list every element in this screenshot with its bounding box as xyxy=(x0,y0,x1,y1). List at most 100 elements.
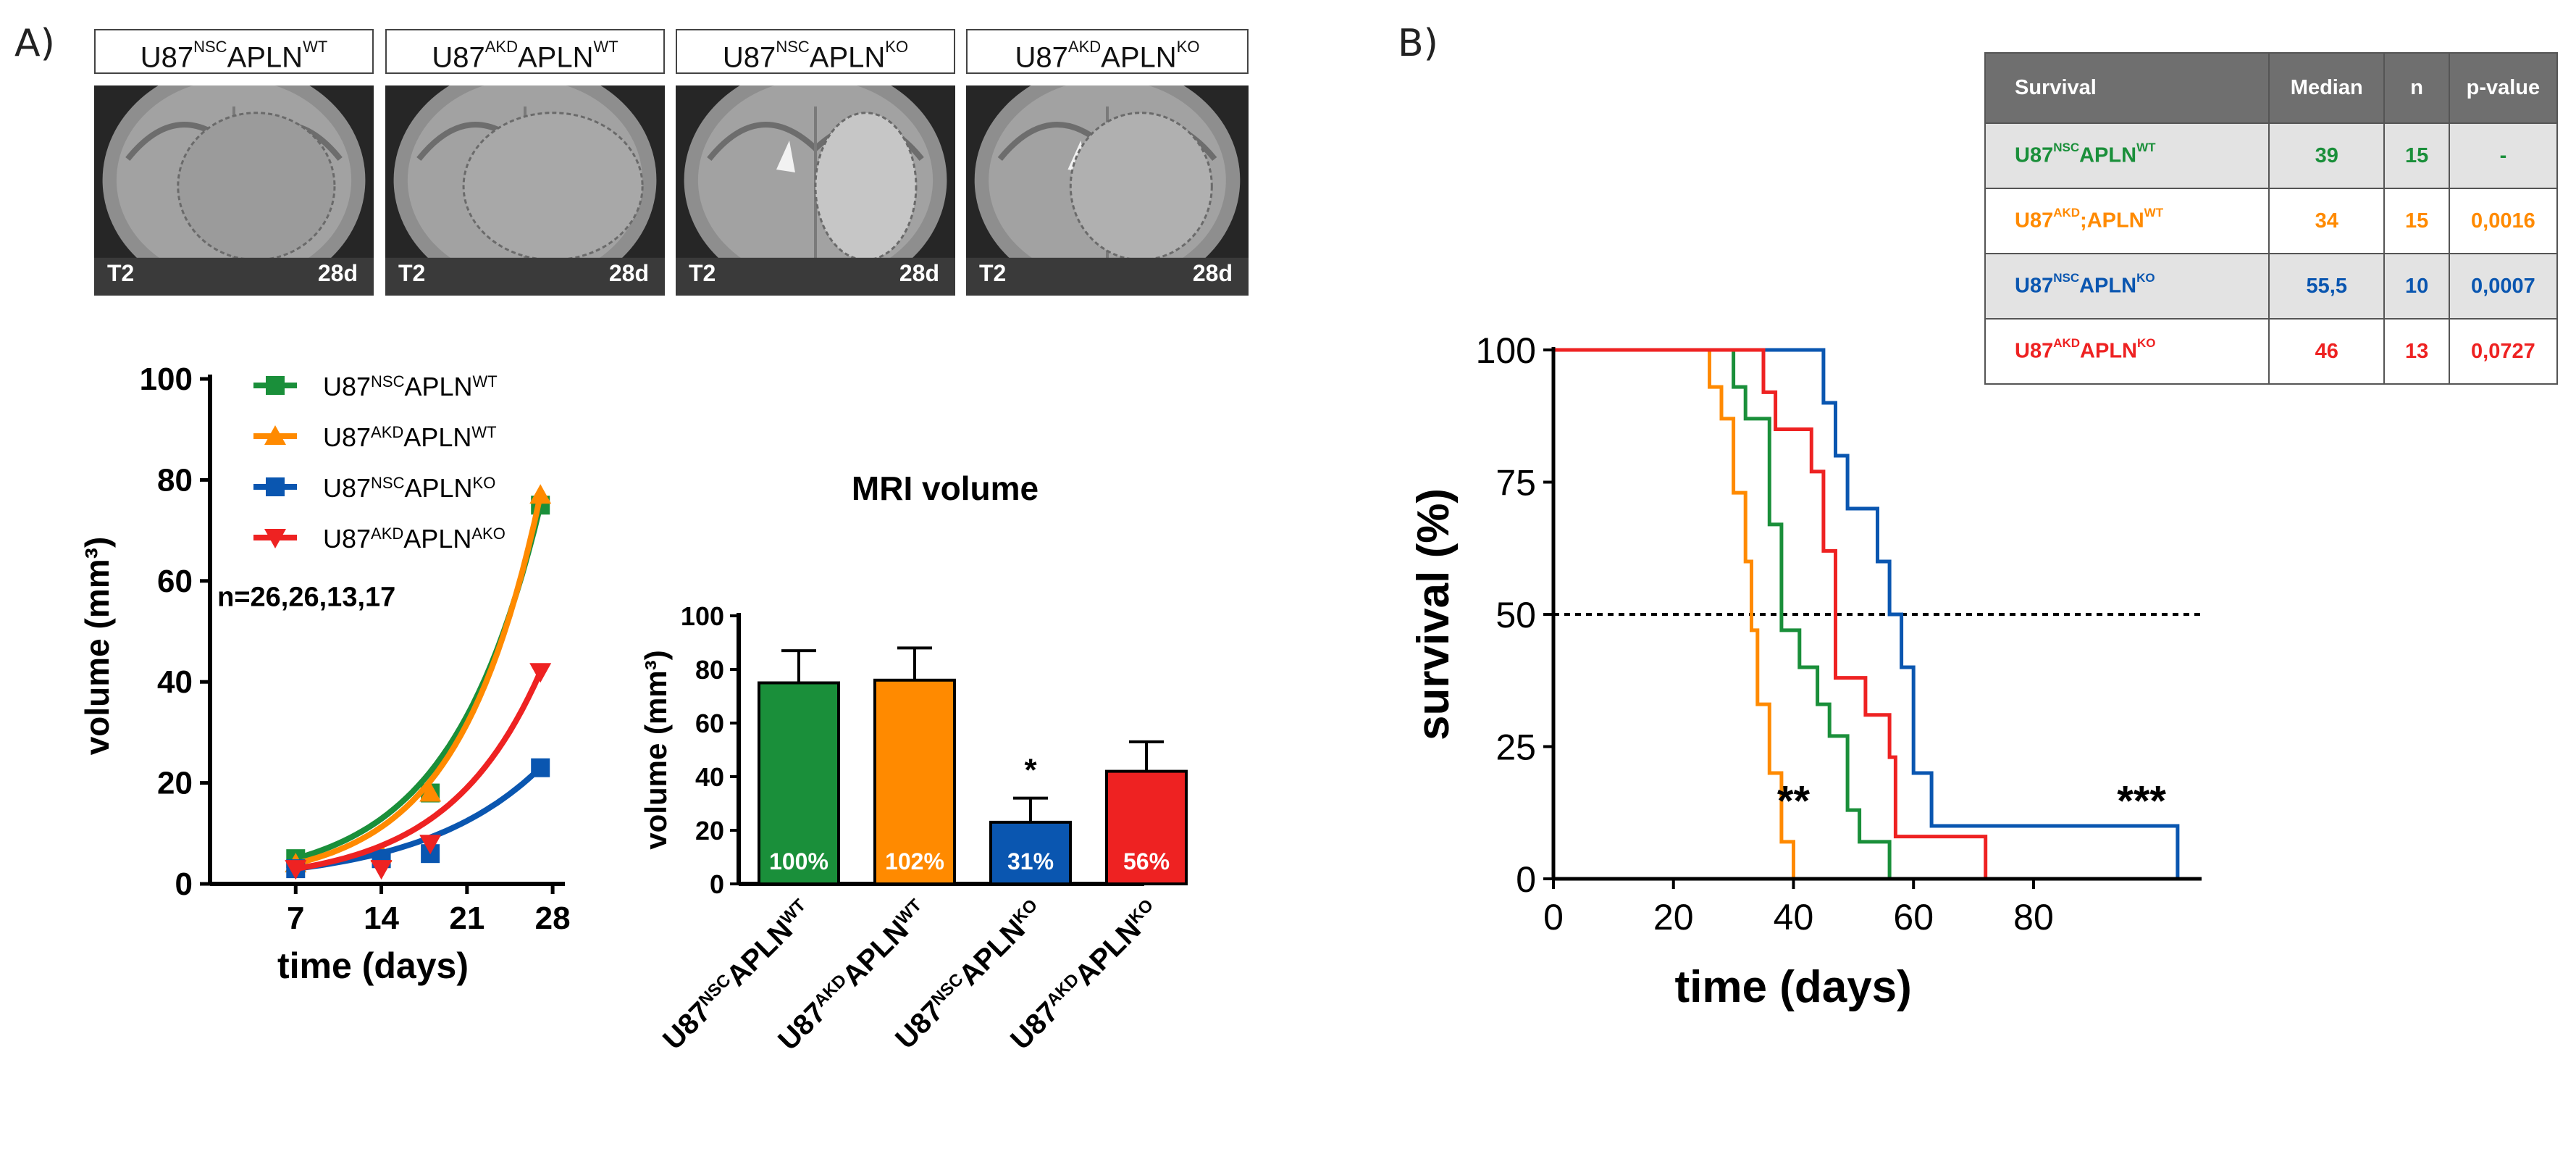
x-axis-label: time (days) xyxy=(1674,962,1911,1012)
sample-size-annotation: n=26,26,13,17 xyxy=(217,582,395,613)
mri-day-label: 28d xyxy=(1192,260,1233,286)
survival-p-value: - xyxy=(2448,122,2559,189)
y-tick-label: 60 xyxy=(695,709,724,738)
x-tick-label: 0 xyxy=(1543,897,1564,938)
significance-annotation: *** xyxy=(2117,777,2166,824)
data-point xyxy=(529,484,552,504)
survival-curve-3 xyxy=(1553,348,2180,879)
y-tick-label: 100 xyxy=(140,362,193,397)
panel-b-letter: B) xyxy=(1398,22,1438,65)
survival-n: 10 xyxy=(2383,253,2450,320)
mri-label-4: U87AKDAPLNKO xyxy=(966,29,1249,74)
y-tick-label: 40 xyxy=(695,762,724,792)
survival-n: 13 xyxy=(2383,318,2450,385)
y-tick-label: 0 xyxy=(175,867,193,902)
legend-label: U87AKDAPLNWT xyxy=(323,422,497,452)
legend-marker xyxy=(266,477,285,496)
survival-table: Survival Median n p-value U87NSCAPLNWT 39… xyxy=(1984,52,2559,385)
survival-curve-1 xyxy=(1553,348,1892,879)
y-tick-label: 100 xyxy=(681,601,724,631)
bar-1 xyxy=(758,681,840,885)
tumor-region xyxy=(814,112,918,262)
survival-n: 15 xyxy=(2383,122,2450,189)
mri-label-2: U87AKDAPLNWT xyxy=(385,29,665,74)
survival-p-value: 0,0007 xyxy=(2448,253,2559,320)
survival-table-header: Survival Median n p-value xyxy=(1984,52,2559,124)
survival-p-value: 0,0727 xyxy=(2448,318,2559,385)
data-point xyxy=(419,835,442,855)
x-tick-label: 28 xyxy=(535,901,571,936)
bar-chart-title: MRI volume xyxy=(852,469,1039,507)
y-tick-label: 50 xyxy=(1495,595,1536,635)
legend-label: U87AKDAPLNAKO xyxy=(323,524,505,554)
y-tick-label: 25 xyxy=(1495,727,1536,768)
y-tick-label: 20 xyxy=(695,816,724,845)
mri-scan-image-3: T2 28d xyxy=(676,85,955,296)
mri-day-label: 28d xyxy=(899,260,939,286)
growth-curve-chart: 0 20 40 60 80 100 7 14 21 28 time (days) volume (mm… xyxy=(78,362,571,986)
legend-label: U87NSCAPLNWT xyxy=(323,372,498,401)
y-tick-label: 80 xyxy=(695,655,724,685)
survival-median: 55,5 xyxy=(2268,253,2386,320)
growth-curve-1 xyxy=(295,504,544,861)
survival-group-name: U87AKDAPLNKO xyxy=(1984,318,2270,385)
data-point xyxy=(285,860,307,880)
mri-scan-image-2: T2 28d xyxy=(385,85,665,296)
y-axis-label: survival (%) xyxy=(1409,488,1459,740)
survival-p-value: 0,0016 xyxy=(2448,188,2559,254)
survival-curve-4 xyxy=(1553,348,1988,879)
mri-day-label: 28d xyxy=(608,260,649,286)
bar-percent-label: 102% xyxy=(885,848,944,874)
y-tick-label: 60 xyxy=(157,564,193,599)
legend-label: U87NSCAPLNKO xyxy=(323,473,495,503)
mri-sequence-label: T2 xyxy=(398,260,426,286)
x-tick-label: 14 xyxy=(364,901,399,936)
mri-label-1: U87NSCAPLNWT xyxy=(94,29,374,74)
bar-percent-label: 100% xyxy=(769,848,828,874)
mri-scan-image-4: T2 28d xyxy=(966,85,1249,296)
survival-table-row: U87NSCAPLNWT 39 15- xyxy=(1984,122,2559,189)
mri-sequence-label: T2 xyxy=(689,260,716,286)
data-point xyxy=(529,663,552,683)
ventricle xyxy=(776,141,795,172)
data-point xyxy=(370,860,393,880)
mri-scan-image-1: T2 28d xyxy=(94,85,374,296)
header-p-value: p-value xyxy=(2448,52,2559,124)
survival-group-name: U87AKD;APLNWT xyxy=(1984,188,2270,254)
y-tick-label: 0 xyxy=(710,869,724,899)
mri-sequence-label: T2 xyxy=(979,260,1007,286)
header-n: n xyxy=(2383,52,2450,124)
legend-marker xyxy=(264,529,286,548)
x-tick-label: 80 xyxy=(2013,897,2054,938)
y-tick-label: 0 xyxy=(1516,859,1536,900)
mri-day-label: 28d xyxy=(317,260,358,286)
legend-marker xyxy=(264,425,286,445)
significance-marker: * xyxy=(1024,753,1037,788)
mri-label-3: U87NSCAPLNKO xyxy=(676,29,955,74)
survival-group-name: U87NSCAPLNKO xyxy=(1984,253,2270,320)
y-axis-label: volume (mm³) xyxy=(639,650,673,849)
survival-median: 34 xyxy=(2268,188,2386,254)
tumor-region xyxy=(1069,112,1213,262)
legend-marker xyxy=(266,376,285,395)
tumor-region xyxy=(177,112,336,262)
survival-table-row: U87NSCAPLNKO 55,5 10 0,0007 xyxy=(1984,253,2559,320)
x-tick-label: 40 xyxy=(1774,897,1814,938)
y-tick-label: 100 xyxy=(1476,330,1536,371)
data-point xyxy=(419,782,442,802)
y-tick-label: 80 xyxy=(157,462,193,498)
x-tick-label: 60 xyxy=(1893,897,1934,938)
x-tick-label: 21 xyxy=(449,901,484,936)
growth-curve-4 xyxy=(295,670,543,872)
bar-4 xyxy=(1105,769,1188,885)
x-tick-label: 7 xyxy=(287,901,304,936)
survival-median: 39 xyxy=(2268,122,2386,189)
y-tick-label: 75 xyxy=(1495,463,1536,504)
y-tick-label: 40 xyxy=(157,664,193,700)
bar-percent-label: 56% xyxy=(1123,848,1170,874)
header-survival: Survival xyxy=(1984,52,2270,124)
data-point xyxy=(531,758,550,777)
y-tick-label: 20 xyxy=(157,766,193,801)
